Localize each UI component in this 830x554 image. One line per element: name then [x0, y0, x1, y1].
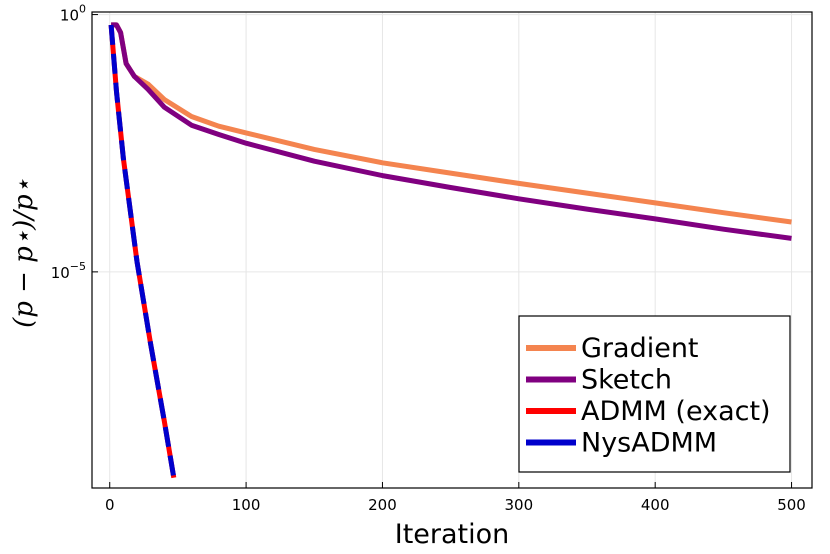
legend-label: Gradient	[581, 333, 699, 364]
x-tick-label: 200	[368, 496, 397, 514]
grid	[92, 12, 812, 488]
x-tick-label: 0	[105, 496, 115, 514]
y-tick-base: 10	[60, 7, 79, 25]
series-lines	[108, 22, 792, 479]
plot-frame	[91, 11, 813, 489]
legend-label: ADMM (exact)	[581, 396, 771, 427]
legend-box	[518, 315, 791, 473]
y-tick-exponent: 0	[79, 3, 86, 16]
series-line-gradient	[111, 22, 792, 225]
x-tick-label: 300	[504, 496, 533, 514]
series-line-sketch	[111, 22, 792, 241]
y-axis-label: (p − p⋆)/p⋆	[9, 178, 39, 328]
y-tick-label: 10−5	[51, 260, 86, 282]
y-tick-label: 100	[60, 3, 86, 25]
legend-label: Sketch	[581, 365, 672, 396]
x-tick-label: 500	[777, 496, 806, 514]
x-tick-label: 100	[232, 496, 261, 514]
series-line-nysadmm	[108, 24, 177, 479]
y-tick-base: 10	[51, 264, 70, 282]
legend-label: NysADMM	[581, 428, 717, 459]
x-axis-label: Iteration	[395, 519, 510, 550]
x-tick-label: 400	[641, 496, 670, 514]
y-tick-exponent: −5	[70, 260, 86, 273]
